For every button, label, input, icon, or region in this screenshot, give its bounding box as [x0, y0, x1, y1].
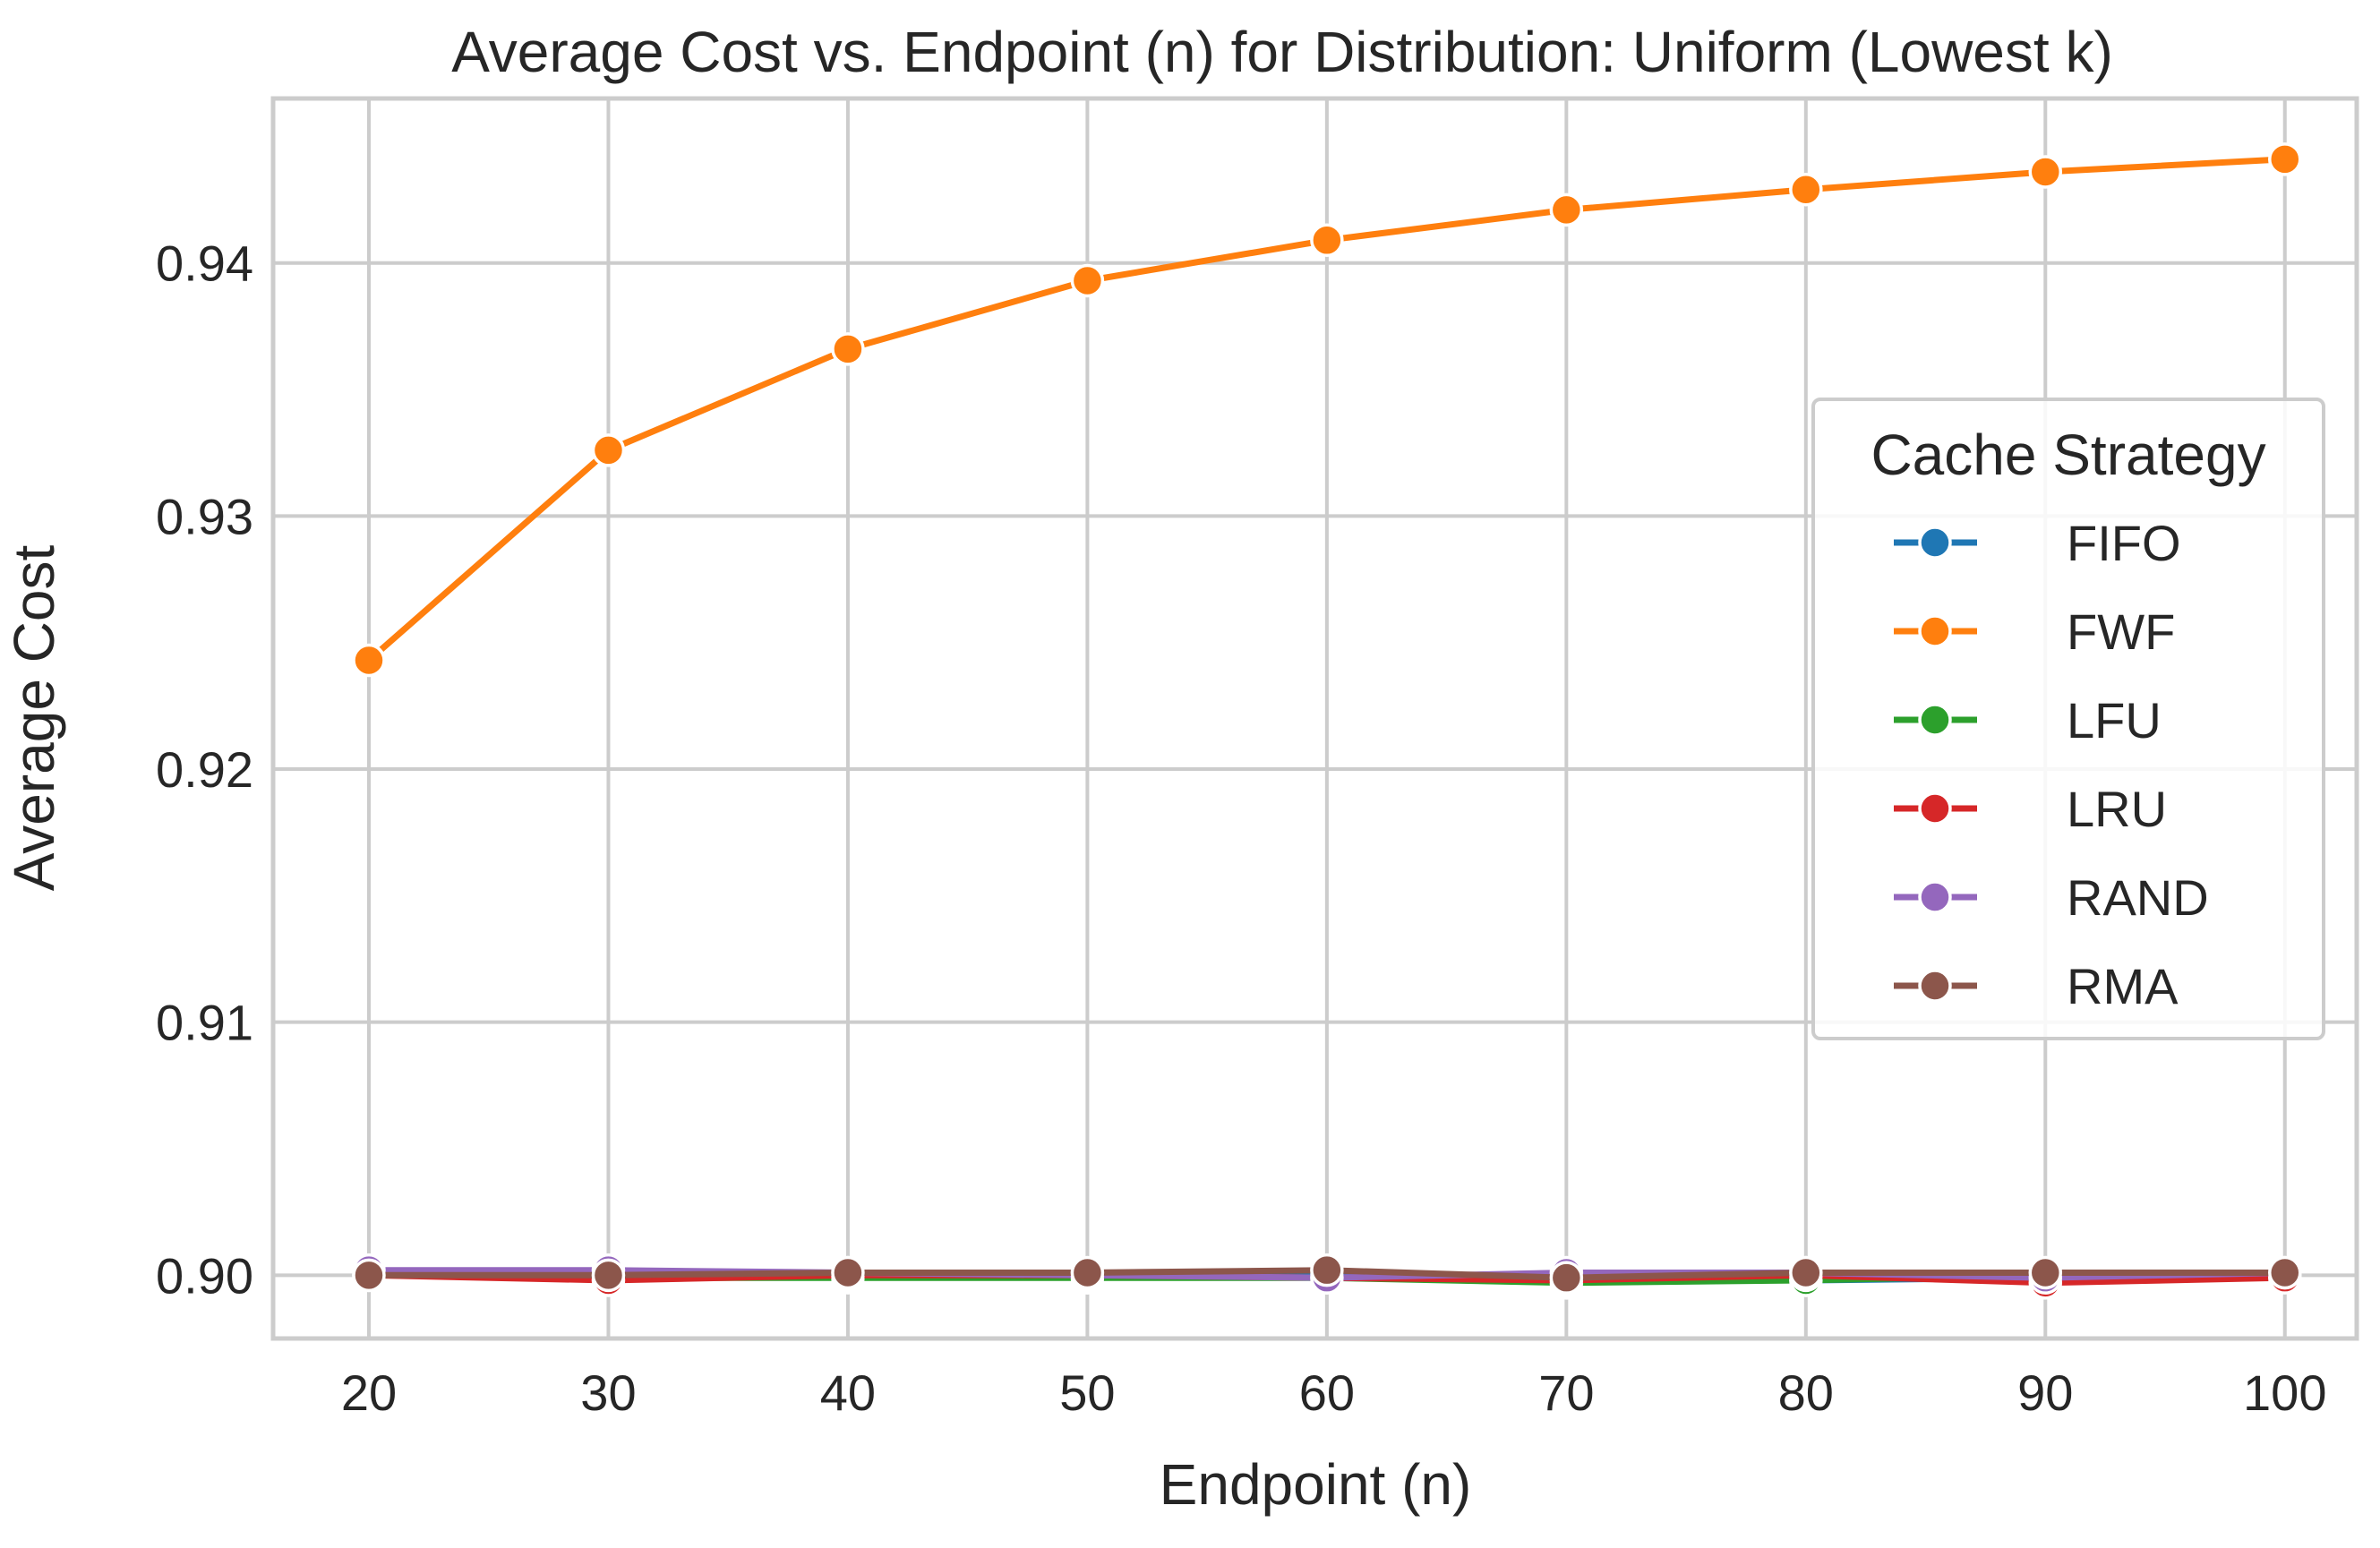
series-fwf — [352, 142, 2302, 678]
legend-marker-fifo — [1918, 526, 1952, 560]
legend-marker-lru — [1918, 791, 1952, 825]
data-point-rma — [831, 1255, 865, 1290]
data-point-fwf — [1549, 192, 1584, 227]
x-tick-label: 80 — [1778, 1364, 1834, 1421]
legend: Cache Strategy FIFO FWF LFU LRU RAND RMA — [1811, 398, 2325, 1040]
legend-title: Cache Strategy — [1871, 423, 2265, 487]
data-point-fwf — [1310, 223, 1344, 258]
x-tick-label: 90 — [2017, 1364, 2073, 1421]
legend-item-fifo: FIFO — [1894, 515, 2181, 571]
legend-box — [1811, 398, 2325, 1040]
series-rma — [352, 1253, 2302, 1295]
legend-label-rma: RMA — [2067, 958, 2179, 1014]
y-tick-label: 0.93 — [156, 488, 253, 544]
legend-item-lfu: LFU — [1894, 692, 2162, 748]
data-point-rma — [1070, 1255, 1105, 1290]
y-axis-label: Average Cost — [2, 544, 66, 891]
legend-item-fwf: FWF — [1894, 603, 2175, 660]
data-point-rma — [2028, 1255, 2063, 1290]
x-tick-label: 70 — [1538, 1364, 1594, 1421]
legend-item-rma: RMA — [1894, 958, 2179, 1014]
legend-item-rand: RAND — [1894, 869, 2209, 926]
data-point-fwf — [2268, 142, 2302, 176]
chart-title: Average Cost vs. Endpoint (n) for Distri… — [451, 20, 2113, 84]
data-point-fwf — [591, 433, 626, 467]
legend-item-lru: LRU — [1894, 781, 2167, 837]
series-lines — [352, 142, 2302, 1300]
data-point-rma — [352, 1258, 386, 1293]
legend-items: FIFO FWF LFU LRU RAND RMA — [1894, 515, 2209, 1014]
axis-ticks: 20 30 40 50 60 70 80 90 100 0.90 0.91 0.92 0.93 0.94 — [156, 235, 2326, 1421]
legend-marker-rma — [1918, 969, 1952, 1003]
legend-label-fifo: FIFO — [2067, 515, 2181, 571]
legend-label-fwf: FWF — [2067, 603, 2175, 660]
legend-marker-rand — [1918, 880, 1952, 914]
data-point-fwf — [2028, 155, 2063, 189]
data-point-rma — [2268, 1255, 2302, 1290]
data-point-rma — [591, 1258, 626, 1293]
data-point-rma — [1310, 1253, 1344, 1287]
legend-marker-lfu — [1918, 703, 1952, 737]
x-tick-label: 40 — [820, 1364, 876, 1421]
y-tick-label: 0.91 — [156, 995, 253, 1051]
x-tick-label: 20 — [341, 1364, 397, 1421]
x-tick-label: 60 — [1299, 1364, 1355, 1421]
x-axis-label: Endpoint (n) — [1160, 1452, 1472, 1517]
x-tick-label: 100 — [2243, 1364, 2326, 1421]
y-tick-label: 0.90 — [156, 1247, 253, 1304]
legend-label-lru: LRU — [2067, 781, 2167, 837]
y-tick-label: 0.92 — [156, 741, 253, 798]
x-tick-label: 50 — [1059, 1364, 1115, 1421]
data-point-fwf — [1789, 173, 1823, 207]
legend-marker-fwf — [1918, 614, 1952, 648]
x-tick-label: 30 — [580, 1364, 636, 1421]
data-point-fwf — [352, 643, 386, 678]
legend-label-lfu: LFU — [2067, 692, 2162, 748]
data-point-fwf — [1070, 263, 1105, 298]
legend-label-rand: RAND — [2067, 869, 2209, 926]
data-point-rma — [1789, 1255, 1823, 1290]
plot-area-frame — [270, 96, 2359, 1341]
y-tick-label: 0.94 — [156, 235, 253, 292]
data-point-rma — [1549, 1261, 1584, 1295]
data-point-fwf — [831, 332, 865, 366]
